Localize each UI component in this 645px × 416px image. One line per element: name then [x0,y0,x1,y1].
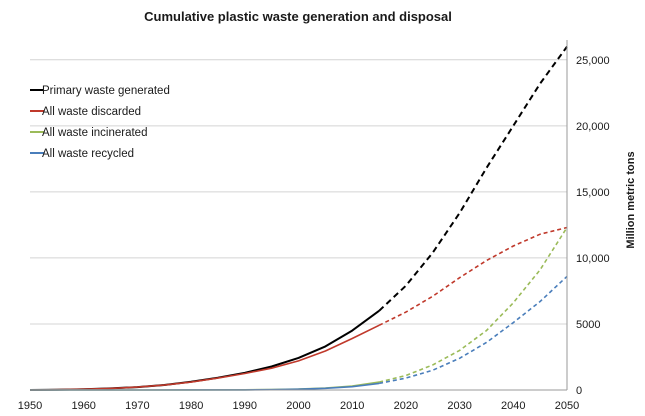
x-tick-label-2030: 2030 [447,400,471,412]
x-tick-label-2050: 2050 [555,400,579,412]
legend-label-3: All waste recycled [42,148,134,160]
axes: 0 5000 10,000 15,000 20,000 25,000 1950 1960 197… [18,40,610,412]
legend-label-2: All waste incinerated [42,127,147,139]
x-tick-label-1990: 1990 [233,400,257,412]
x-tick-label-2020: 2020 [394,400,418,412]
y-tick-label-0: 0 [576,385,582,397]
x-tick-label-1960: 1960 [71,400,95,412]
series-lines [29,46,568,391]
legend-label-1: All waste discarded [42,106,141,118]
x-tick-label-2010: 2010 [340,400,364,412]
x-tick-label-2040: 2040 [501,400,525,412]
x-tick-label-1980: 1980 [179,400,203,412]
y-axis-label: Million metric tons [625,151,637,248]
x-tick-label-1950: 1950 [18,400,42,412]
y-tick-label-3: 15,000 [576,187,610,199]
series-line-0-projected [378,46,568,312]
legend-label-0: Primary waste generated [42,85,170,97]
y-tick-label-1: 5000 [576,319,600,331]
gridlines [30,59,567,325]
legend: Primary waste generated All waste discard… [30,85,170,160]
y-tick-label-5: 25,000 [576,55,610,67]
series-line-3-projected [378,275,568,385]
y-tick-label-2: 10,000 [576,253,610,265]
chart-title: Cumulative plastic waste generation and … [144,9,452,24]
series-line-2-projected [378,227,568,383]
y-tick-label-4: 20,000 [576,121,610,133]
x-tick-label-2000: 2000 [286,400,310,412]
x-tick-label-1970: 1970 [125,400,149,412]
series-line-1-historical [29,324,380,391]
series-line-1-projected [378,226,568,327]
